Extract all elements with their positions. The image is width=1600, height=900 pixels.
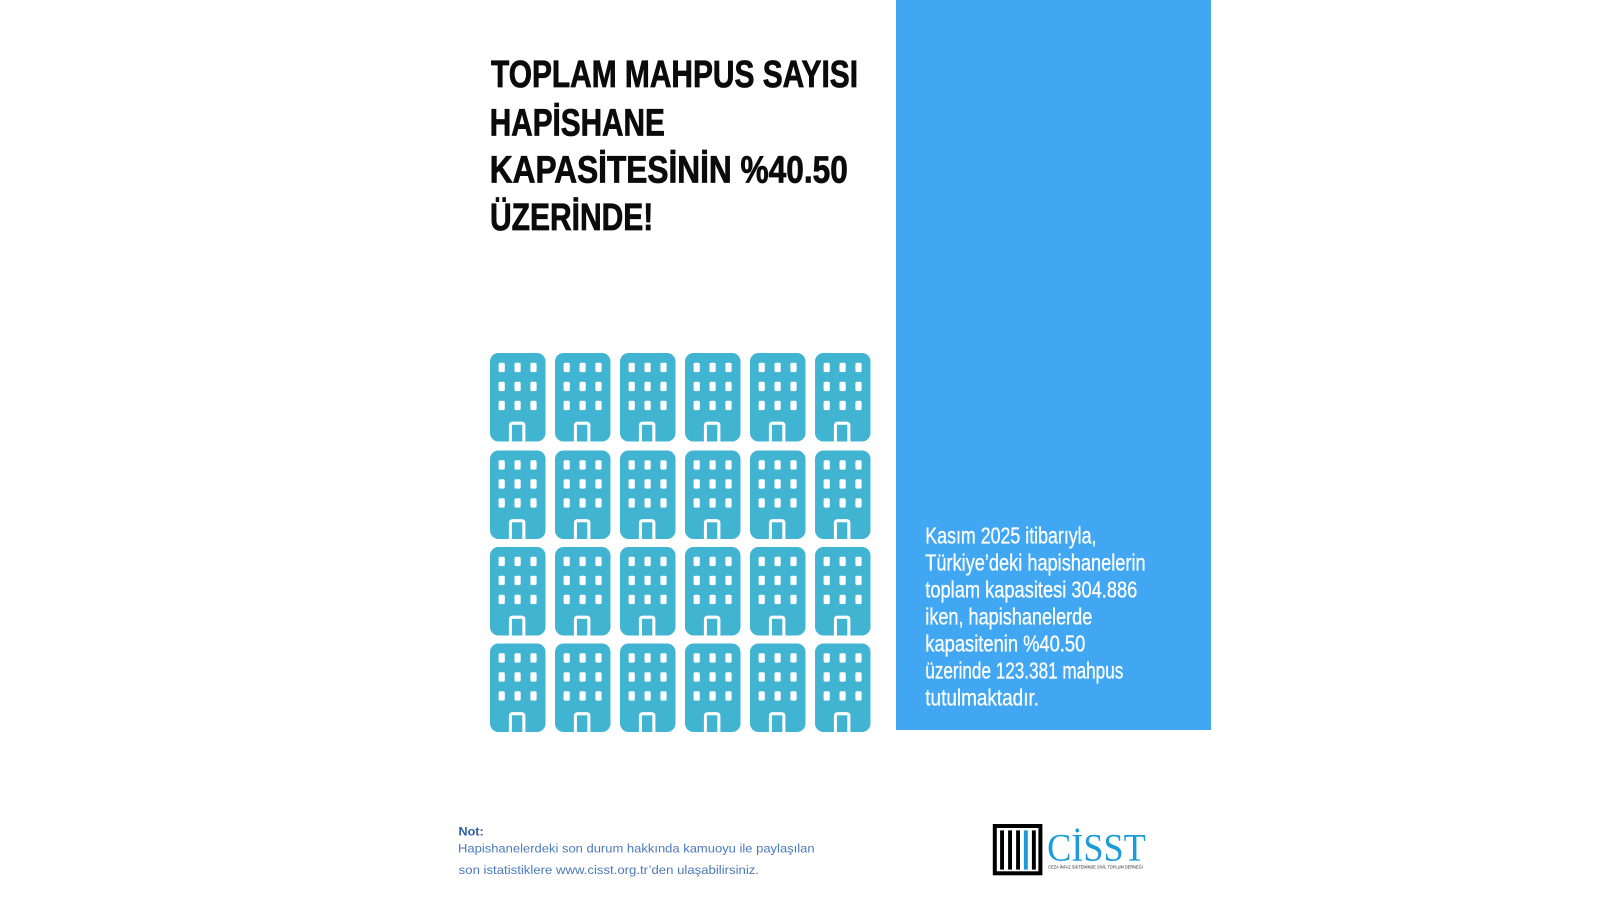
svg-text:son istatistiklere www.cisst.o: son istatistiklere www.cisst.org.tr’den … (459, 863, 759, 877)
svg-text:kapasitenin %40.50: kapasitenin %40.50 (925, 631, 1085, 657)
svg-text:iken, hapishanelerde: iken, hapishanelerde (925, 604, 1092, 630)
svg-text:KAPASİTESİNİN %40.50: KAPASİTESİNİN %40.50 (490, 148, 848, 191)
svg-text:HAPİSHANE: HAPİSHANE (490, 101, 665, 144)
svg-text:ÜZERİNDE!: ÜZERİNDE! (490, 196, 653, 239)
svg-text:Türkiye’deki hapishanelerin: Türkiye’deki hapishanelerin (925, 550, 1145, 576)
svg-text:tutulmaktadır.: tutulmaktadır. (925, 685, 1039, 711)
svg-text:toplam kapasitesi 304.886: toplam kapasitesi 304.886 (925, 577, 1137, 603)
svg-text:TOPLAM MAHPUS SAYISI: TOPLAM MAHPUS SAYISI (491, 53, 858, 96)
svg-text:CİSST: CİSST (1047, 827, 1146, 870)
svg-text:üzerinde 123.381 mahpus: üzerinde 123.381 mahpus (925, 658, 1123, 684)
svg-text:Kasım 2025 itibarıyla,: Kasım 2025 itibarıyla, (925, 522, 1096, 548)
svg-text:Not:: Not: (459, 825, 484, 839)
svg-text:CEZA İNFAZ SİSTEMİNDE SİVİL TO: CEZA İNFAZ SİSTEMİNDE SİVİL TOPLUM DERNE… (1048, 863, 1143, 869)
svg-text:Hapishanelerdeki son durum hak: Hapishanelerdeki son durum hakkında kamu… (458, 842, 815, 856)
